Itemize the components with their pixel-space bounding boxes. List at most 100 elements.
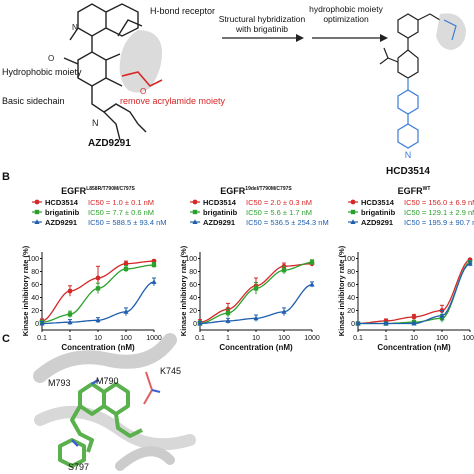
ribbon-1 (33, 333, 177, 383)
data-point-azd9291 (151, 279, 157, 284)
panel-b-label: B (2, 171, 10, 183)
data-point-brigatinib (281, 268, 287, 273)
panel-c-label: C (2, 333, 10, 345)
data-point-azd9291 (355, 320, 361, 326)
x-axis-label: Concentration (nM) (61, 343, 135, 352)
legend-marker (34, 199, 40, 205)
legend-marker (34, 209, 40, 215)
y-tick-label: 100 (343, 256, 355, 263)
legend-marker (350, 219, 356, 224)
chart-title-main: EGFR (398, 186, 424, 196)
chart-title-main: EGFR (220, 186, 246, 196)
legend-marker (34, 219, 40, 224)
label-basic: Basic sidechain (2, 96, 65, 106)
data-point-brigatinib (309, 260, 315, 265)
y-axis-label: Kinase inhibitory rate (%) (179, 245, 188, 336)
y-tick-label: 40 (189, 295, 197, 302)
x-tick-label: 10 (94, 335, 102, 342)
data-point-azd9291 (39, 320, 45, 326)
residue-k745: K745 (160, 366, 181, 376)
data-point-azd9291 (95, 317, 101, 323)
y-tick-label: 40 (31, 295, 39, 302)
x-tick-label: 0.1 (353, 335, 363, 342)
panel-c-structure: M793 M790 K745 S797 (33, 333, 196, 472)
legend-ic50: IC50 = 588.5 ± 93.4 nM (88, 218, 167, 227)
arrow-2-head (380, 34, 388, 42)
legend-name: brigatinib (203, 208, 238, 217)
x-tick-label: 0.1 (37, 335, 47, 342)
legend-marker (192, 209, 198, 215)
data-point-azd9291 (467, 260, 473, 266)
data-point-hcd3514 (95, 275, 101, 281)
ligand-n (71, 378, 99, 447)
x-axis-label: Concentration (nM) (377, 343, 451, 352)
legend-name: AZD9291 (203, 218, 235, 227)
y-tick-label: 0 (193, 321, 197, 328)
y-tick-label: 100 (185, 256, 197, 263)
legend-ic50: IC50 = 7.7 ± 0.6 nM (88, 208, 154, 217)
y-tick-label: 80 (31, 269, 39, 276)
y-axis-label: Kinase inhibitory rate (%) (337, 245, 346, 336)
chart-title: EGFRWT (398, 186, 431, 196)
legend-name: AZD9291 (45, 218, 77, 227)
legend-ic50: IC50 = 195.9 ± 90.7 nM (404, 218, 474, 227)
arrow2-line2: optimization (323, 14, 369, 24)
data-point-azd9291 (383, 320, 389, 326)
legend-marker (350, 199, 356, 205)
data-point-azd9291 (123, 309, 129, 314)
acrylamide-bond (121, 71, 163, 87)
data-point-brigatinib (95, 286, 101, 291)
azd-n-label: N (72, 23, 78, 32)
x-tick-label: 1 (68, 335, 72, 342)
data-point-azd9291 (411, 320, 417, 326)
legend-name: AZD9291 (361, 218, 393, 227)
y-tick-label: 0 (35, 321, 39, 328)
azd9291-structure (63, 3, 147, 141)
data-point-brigatinib (151, 262, 157, 268)
legend-ic50: IC50 = 156.0 ± 6.9 nM (404, 198, 474, 207)
chart-19del: EGFR19del/T790M/C797S HCD3514 IC50 = 2.0 ±… (179, 186, 329, 352)
legend-name: HCD3514 (361, 198, 395, 207)
y-tick-label: 20 (347, 308, 355, 315)
data-point-hcd3514 (411, 314, 417, 320)
y-tick-label: 80 (347, 269, 355, 276)
legend-ic50: IC50 = 2.0 ± 0.3 nM (246, 198, 312, 207)
y-tick-label: 20 (31, 308, 39, 315)
residue-m790: M790 (96, 376, 119, 386)
x-tick-label: 1000 (304, 335, 320, 342)
legend-ic50: IC50 = 5.6 ± 1.7 nM (246, 208, 312, 217)
data-point-hcd3514 (67, 288, 73, 294)
y-tick-label: 40 (347, 295, 355, 302)
k745-n (151, 389, 161, 393)
data-point-azd9291 (281, 309, 287, 314)
label-hcd: HCD3514 (386, 166, 430, 177)
data-point-hcd3514 (123, 261, 129, 267)
chart-l858r: EGFRL858R/T790M/C797S HCD3514 IC50 = 1.0 ±… (21, 186, 167, 352)
hbond-shade (119, 30, 163, 93)
y-tick-label: 60 (31, 282, 39, 289)
data-point-brigatinib (253, 286, 259, 291)
label-hbond: H-bond receptor (150, 6, 215, 16)
data-point-brigatinib (225, 310, 231, 316)
y-tick-label: 100 (27, 256, 39, 263)
arrow1-line1: Structural hybridization (219, 14, 306, 24)
hcd-blue-moiety (397, 78, 419, 149)
label-azd: AZD9291 (88, 138, 131, 149)
data-point-azd9291 (309, 281, 315, 287)
legend-marker (192, 219, 198, 224)
data-point-azd9291 (253, 315, 259, 321)
ribbon-3 (115, 446, 175, 471)
legend-marker (350, 209, 356, 215)
panel-a: N O O H-bond receptor Hydrophobic moiety… (2, 3, 466, 177)
x-axis-label: Concentration (nM) (219, 343, 293, 352)
arrow-1-head (296, 34, 304, 42)
y-tick-label: 80 (189, 269, 197, 276)
label-remove: remove acrylamide moiety (120, 96, 226, 106)
legend-ic50: IC50 = 536.5 ± 254.3 nM (246, 218, 329, 227)
chart-title-sup: L858R/T790M/C797S (86, 186, 135, 192)
chart-title: EGFRL858R/T790M/C797S (61, 186, 135, 196)
legend-name: HCD3514 (45, 198, 79, 207)
legend-name: brigatinib (45, 208, 80, 217)
